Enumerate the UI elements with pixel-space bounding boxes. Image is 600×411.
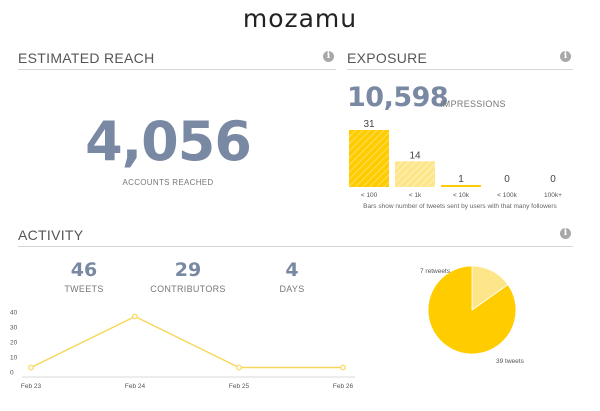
y-tick-label: 30: [10, 325, 18, 332]
bar-value-label: 0: [550, 174, 556, 185]
exposure-section-header: EXPOSURE i: [347, 50, 573, 70]
days-count: 4: [285, 259, 299, 281]
reach-caption: ACCOUNTS REACHED: [122, 178, 214, 187]
info-icon[interactable]: i: [560, 228, 571, 239]
followers-bar-chart: 31 < 100 14 < 1k 1 < 10k 0 < 100k 0 100k+ Bars sh…: [349, 119, 562, 210]
tweets-count: 46: [70, 259, 98, 281]
days-label: DAYS: [279, 284, 305, 294]
exposure-section-title: EXPOSURE: [347, 50, 428, 66]
x-tick-label: Feb 25: [229, 383, 250, 390]
contributors-label: CONTRIBUTORS: [150, 284, 226, 294]
x-tick-label: Feb 23: [21, 383, 42, 390]
bar-category-label: < 10k: [453, 192, 470, 199]
pie-label: 7 retweets: [420, 268, 451, 275]
y-tick-label: 40: [10, 310, 18, 317]
data-point: [132, 313, 138, 320]
bar: [349, 130, 389, 187]
bar-chart-note: Bars show number of tweets sent by users…: [363, 203, 557, 210]
contributors-count: 29: [174, 259, 202, 281]
impressions-value: 10,598: [347, 82, 449, 113]
impressions-label: IMPRESSIONS: [440, 99, 506, 109]
pie-slice: [427, 265, 517, 355]
bar-category-label: 100k+: [544, 192, 562, 199]
data-point: [28, 364, 34, 371]
info-icon[interactable]: i: [323, 51, 334, 62]
bar-value-label: 0: [504, 174, 510, 185]
bar-value-label: 1: [458, 174, 464, 185]
pie-label: 39 tweets: [496, 358, 525, 365]
bar: [441, 185, 481, 187]
bar-value-label: 31: [363, 119, 375, 130]
y-tick-label: 10: [10, 355, 18, 362]
tweet-type-pie-chart: 7 retweets 39 tweets: [420, 265, 525, 365]
tweets-label: TWEETS: [64, 284, 104, 294]
reach-value: 4,056: [85, 110, 252, 173]
y-tick-label: 20: [10, 340, 18, 347]
info-icon[interactable]: i: [560, 51, 571, 62]
reach-section-header: ESTIMATED REACH i: [18, 50, 336, 70]
data-point: [236, 364, 242, 371]
y-tick-label: 0: [10, 370, 14, 377]
activity-section-title: ACTIVITY: [18, 227, 84, 243]
x-tick-label: Feb 26: [333, 383, 354, 390]
data-point: [340, 364, 346, 371]
bar-value-label: 14: [409, 150, 421, 161]
reach-section-title: ESTIMATED REACH: [18, 50, 155, 66]
x-tick-label: Feb 24: [125, 383, 146, 390]
bar-category-label: < 100k: [497, 192, 517, 199]
bar-category-label: < 1k: [409, 192, 422, 199]
bar: [395, 161, 435, 187]
activity-section-header: ACTIVITY i: [18, 227, 573, 247]
series-line: [30, 315, 343, 369]
brand-logo: mozamu: [242, 4, 358, 33]
activity-line-chart: 0 10 20 30 40 Feb 23 Feb 24 Feb 25 Feb 26: [10, 310, 355, 390]
bar-category-label: < 100: [361, 192, 378, 199]
